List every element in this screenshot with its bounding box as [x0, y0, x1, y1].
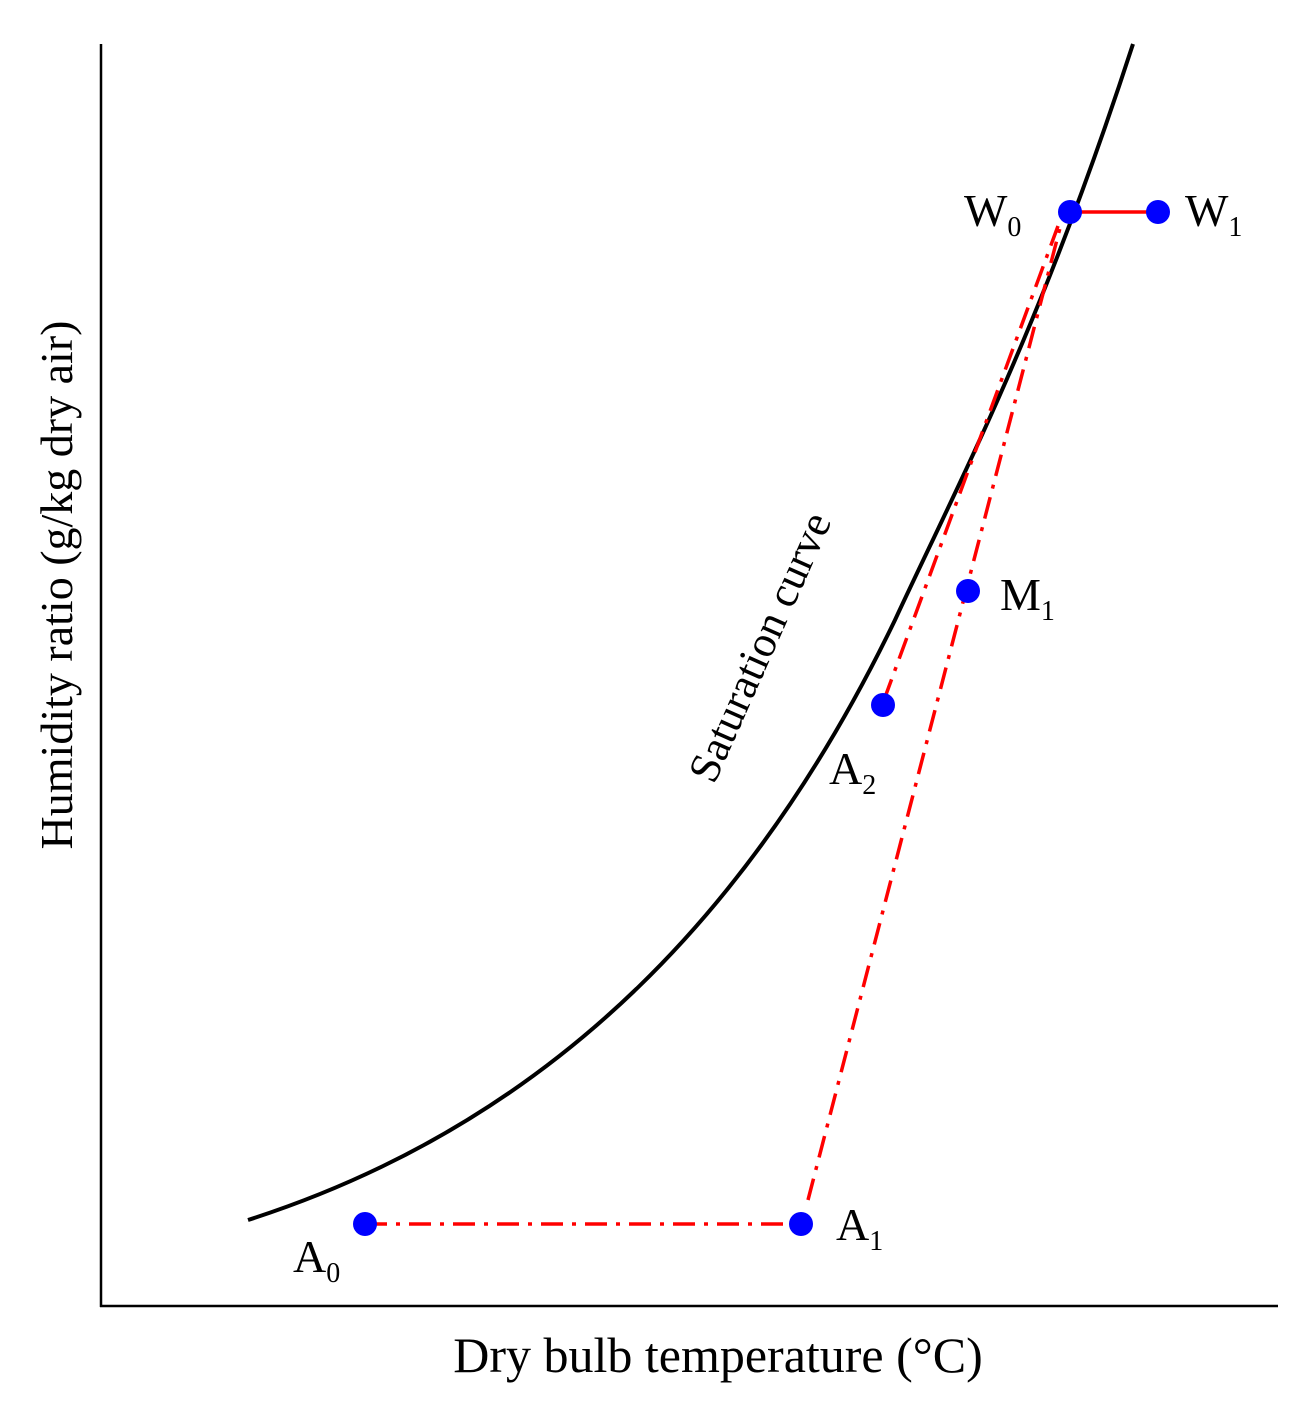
label-w1: W1	[1185, 185, 1242, 243]
x-axis-label: Dry bulb temperature (°C)	[453, 1327, 983, 1383]
point-m1	[956, 579, 980, 603]
point-a2	[871, 693, 895, 717]
label-w0-sub: 0	[1007, 212, 1021, 243]
label-a0-base: A	[293, 1231, 326, 1282]
label-a1: A1	[836, 1199, 883, 1257]
label-a0-sub: 0	[326, 1258, 340, 1289]
label-w1-base: W	[1185, 185, 1229, 236]
label-m1: M1	[1000, 569, 1055, 627]
point-a1	[789, 1212, 813, 1236]
line-a2-w0	[882, 225, 1060, 701]
label-a1-base: A	[836, 1199, 869, 1250]
label-a2: A2	[829, 743, 876, 801]
y-axis-label: Humidity ratio (g/kg dry air)	[31, 321, 82, 850]
label-m1-sub: 1	[1041, 596, 1055, 627]
point-w0	[1058, 200, 1082, 224]
label-a0: A0	[293, 1231, 340, 1289]
point-w1	[1146, 200, 1170, 224]
line-a1-w0	[806, 227, 1062, 1201]
label-w1-sub: 1	[1228, 212, 1242, 243]
label-w0-base: W	[964, 185, 1008, 236]
label-w0: W0	[964, 185, 1021, 243]
label-m1-base: M	[1000, 569, 1041, 620]
label-a2-sub: 2	[862, 770, 876, 801]
label-a1-sub: 1	[869, 1226, 883, 1257]
label-a2-base: A	[829, 743, 862, 794]
point-a0	[353, 1212, 377, 1236]
saturation-curve-label: Saturation curve	[678, 505, 841, 789]
